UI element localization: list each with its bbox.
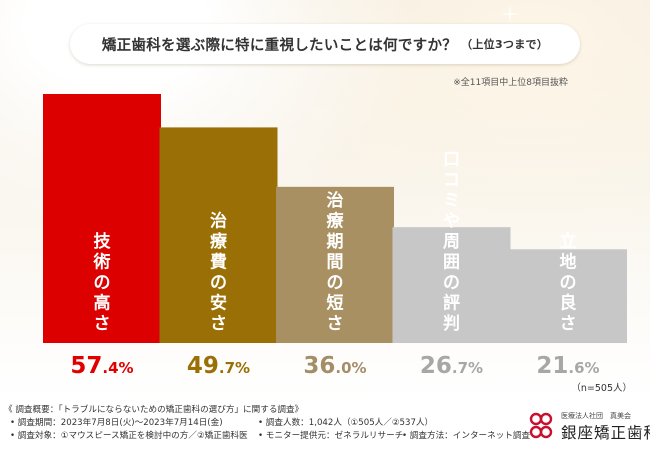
- note-text: ※全11項目中上位8項目抜粋: [453, 78, 568, 88]
- value-label: 49.7%: [187, 353, 250, 379]
- clinic-org-name: 医療法人社団 真美会: [561, 412, 631, 420]
- bar-chart: 技術の高さ 57.4% 治療費の安さ 49.7% 治療期間の短さ 36.0% 口コミや周囲の…: [43, 94, 627, 379]
- category-label: 技術の高さ: [93, 231, 112, 334]
- category-label: 治療費の安さ: [210, 211, 228, 335]
- bar-2: [159, 127, 278, 343]
- value-label: 57.4%: [70, 353, 133, 379]
- sample-size-label: （n=505人）: [571, 383, 632, 394]
- survey-respondents: • 調査人数：1,042人（①505人／②537人）: [258, 418, 434, 428]
- bar-3: [276, 186, 394, 343]
- survey-footer: 《 調査概要：「トラブルにならないための矯正歯科の選び方」に関する調査》 • 調…: [0, 400, 650, 450]
- bar-4: [392, 227, 511, 343]
- category-label: 治療期間の短さ: [327, 190, 345, 334]
- sparkle-icon: [56, 4, 88, 36]
- survey-target: • 調査対象：①マウスピース矯正を検討中の方／②矯正歯科医: [10, 431, 248, 441]
- value-label: 26.7%: [420, 353, 483, 379]
- clinic-logo: 医療法人社団 真美会 銀座矯正歯科: [525, 410, 650, 446]
- title-text: 矯正歯科を選ぶ際に特に重視したいことは何ですか？: [101, 37, 458, 54]
- clinic-name: 銀座矯正歯科: [561, 424, 650, 442]
- bar-5: [509, 249, 627, 343]
- clinic-logo-icon: [529, 412, 553, 439]
- category-label: 口コミや周囲の評判: [443, 150, 460, 334]
- chart-title: 矯正歯科を選ぶ際に特に重視したいことは何ですか？ （上位3つまで）: [70, 24, 580, 64]
- value-label: 21.6%: [536, 353, 599, 379]
- title-subtext: （上位3つまで）: [461, 38, 549, 51]
- survey-period: • 調査期間：2023年7月8日(火)～2023年7月14日(金): [10, 418, 223, 428]
- bar-1: [43, 94, 161, 343]
- survey-method: • 調査方法：インターネット調査: [402, 431, 531, 441]
- value-label: 36.0%: [303, 353, 366, 379]
- category-label: 立地の良さ: [560, 231, 577, 334]
- survey-provider: • モニター提供元：ゼネラルリサーチ: [258, 431, 404, 441]
- sparkle-icon: [500, 4, 520, 24]
- survey-summary: 《 調査概要：「トラブルにならないための矯正歯科の選び方」に関する調査》: [4, 405, 304, 415]
